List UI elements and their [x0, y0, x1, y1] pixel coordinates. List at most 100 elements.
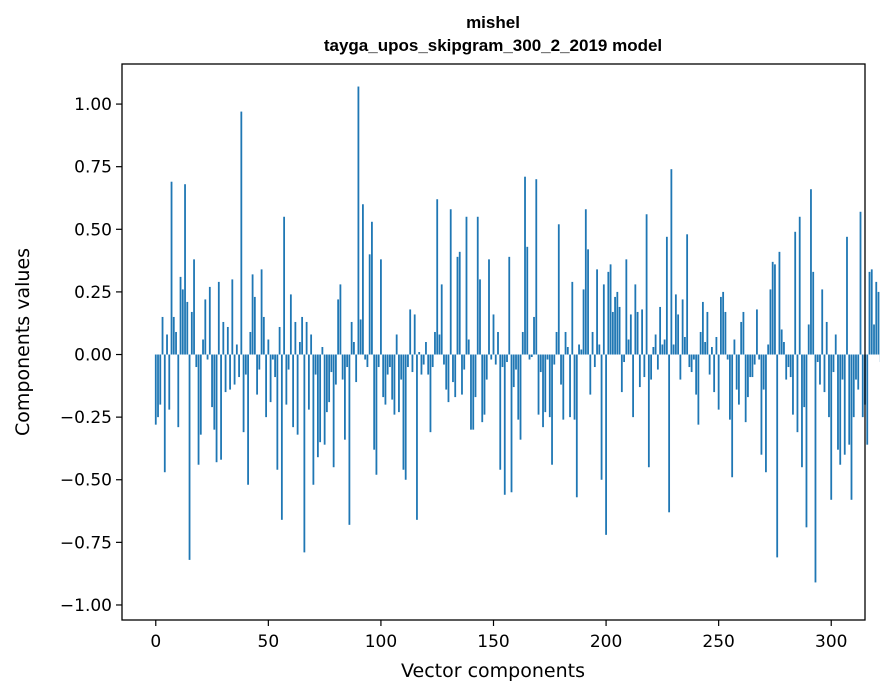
bar [636, 311, 639, 355]
bar [704, 342, 707, 355]
bar [654, 334, 657, 355]
y-tick-label: −0.75 [60, 533, 112, 553]
bar [819, 354, 821, 385]
bar [510, 354, 513, 493]
bar [247, 354, 249, 485]
bar [600, 354, 603, 480]
bar [483, 354, 486, 415]
bar [517, 354, 520, 420]
bar [573, 354, 576, 420]
bar [380, 259, 382, 355]
bar [821, 289, 824, 355]
bar [609, 264, 612, 355]
bar [224, 354, 227, 393]
bar [683, 336, 686, 355]
bar [238, 354, 240, 378]
bar [616, 291, 619, 355]
bar [215, 354, 218, 463]
bar [316, 354, 319, 458]
bar [276, 354, 279, 470]
bar [283, 216, 286, 355]
x-tick-label: 0 [150, 632, 161, 652]
bar [344, 354, 346, 440]
bar [575, 354, 578, 498]
bar [787, 354, 790, 368]
bar [508, 256, 511, 355]
bar [494, 354, 497, 365]
chart-title-line-1: mishel [466, 13, 520, 32]
bar [789, 354, 792, 378]
bar [391, 354, 394, 400]
bar [731, 354, 734, 478]
bar [814, 354, 817, 583]
bar [366, 354, 369, 368]
bar [440, 284, 443, 355]
bar [780, 329, 783, 355]
bar [699, 331, 702, 355]
bar [235, 344, 238, 355]
bar [634, 284, 637, 355]
bar [337, 299, 340, 355]
bar [427, 354, 430, 375]
bar [877, 291, 880, 355]
bar [438, 334, 441, 355]
bar [488, 259, 490, 355]
bar [375, 354, 378, 475]
bar [386, 354, 389, 375]
bar [625, 259, 628, 355]
bar [584, 209, 587, 355]
bar [303, 354, 306, 553]
bar [629, 314, 632, 355]
bar [591, 331, 594, 355]
chart-title-line-2: tayga_upos_skipgram_300_2_2019 model [324, 36, 662, 55]
bar [298, 342, 301, 355]
bar [382, 354, 385, 398]
y-tick-label: 0.75 [74, 158, 112, 178]
bar [362, 204, 364, 355]
bar [661, 344, 664, 355]
bar [407, 354, 409, 368]
bar [465, 216, 468, 355]
bar [751, 354, 754, 378]
y-tick-label: 1.00 [74, 95, 112, 115]
bar [161, 316, 164, 355]
bar [474, 354, 477, 398]
bar [389, 354, 391, 368]
bar [456, 256, 459, 355]
bar [596, 269, 598, 355]
bar [776, 354, 779, 558]
bar [278, 326, 281, 355]
bar [175, 331, 177, 355]
bar [733, 339, 736, 355]
bar [231, 279, 234, 355]
bar [602, 284, 605, 355]
bar [812, 271, 815, 355]
bar [825, 321, 828, 355]
bar [490, 354, 493, 360]
bar [359, 319, 362, 355]
bar [208, 286, 211, 355]
bar [557, 224, 560, 355]
bar [443, 354, 445, 365]
bar [350, 321, 353, 355]
bar [470, 354, 472, 430]
bar [384, 354, 387, 405]
bar [656, 354, 659, 370]
bar [181, 289, 184, 355]
bar [166, 334, 168, 355]
bar [287, 354, 290, 370]
bar [445, 354, 448, 390]
bar [211, 354, 213, 408]
bar [539, 354, 542, 373]
bar [447, 354, 450, 403]
bar [328, 354, 331, 403]
bar [589, 354, 592, 395]
bar [244, 354, 247, 375]
x-tick-label: 150 [477, 632, 509, 652]
bar [611, 311, 614, 355]
bar [416, 354, 418, 520]
bar [249, 331, 252, 355]
bar [193, 259, 195, 355]
bar [395, 334, 398, 355]
bar [321, 347, 324, 355]
